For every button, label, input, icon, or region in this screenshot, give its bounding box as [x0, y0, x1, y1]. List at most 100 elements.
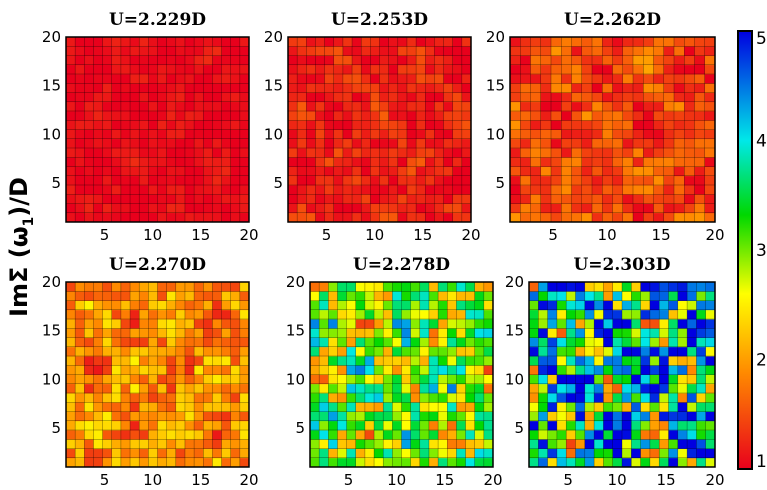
- heatmap-cell: [288, 194, 298, 204]
- heatmap-cell: [602, 194, 613, 204]
- heatmap-cell: [288, 92, 298, 103]
- heatmap-cell: [456, 439, 466, 449]
- heatmap-cell: [612, 365, 623, 375]
- heatmap-cell: [194, 383, 204, 394]
- heatmap-cell: [705, 393, 716, 403]
- heatmap-cell: [102, 420, 113, 431]
- heatmap-cell: [668, 402, 679, 412]
- heatmap-cell: [175, 166, 186, 177]
- heatmap-cell: [428, 457, 439, 468]
- heatmap-cell: [212, 356, 222, 366]
- heatmap-cell: [704, 203, 716, 214]
- heatmap-cell: [461, 37, 472, 47]
- heatmap-cell: [352, 203, 362, 214]
- heatmap-cell: [622, 457, 632, 468]
- heatmap-cell: [425, 194, 435, 204]
- heatmap-cell: [643, 74, 654, 84]
- heatmap-cell: [194, 439, 204, 449]
- heatmap-cell: [612, 92, 624, 103]
- heatmap-cell: [157, 157, 168, 167]
- heatmap-cell: [649, 411, 660, 422]
- heatmap-cell: [203, 402, 213, 412]
- heatmap-cell: [510, 157, 521, 167]
- heatmap-cell: [659, 319, 669, 329]
- heatmap-cell: [705, 374, 716, 385]
- heatmap-cell: [175, 212, 186, 223]
- heatmap-cell: [319, 328, 329, 338]
- heatmap-cell: [84, 411, 94, 422]
- heatmap-cell: [584, 309, 595, 320]
- heatmap-cell: [653, 83, 665, 93]
- heatmap-cell: [474, 457, 485, 468]
- heatmap-cell: [663, 129, 675, 140]
- heatmap-cell: [622, 430, 632, 440]
- heatmap-cell: [203, 346, 213, 357]
- heatmap-cell: [643, 185, 654, 195]
- heatmap-cell: [677, 448, 688, 459]
- heatmap-cell: [184, 328, 195, 338]
- heatmap-cell: [130, 328, 140, 338]
- heatmap-cell: [612, 83, 624, 93]
- heatmap-cell: [602, 166, 613, 177]
- heatmap-cell: [230, 129, 241, 140]
- heatmap-cell: [75, 439, 85, 449]
- heatmap-cell: [561, 111, 572, 121]
- heatmap-cell: [696, 346, 707, 357]
- heatmap-cell: [551, 157, 562, 167]
- heatmap-cell: [447, 430, 457, 440]
- heatmap-cell: [203, 282, 213, 292]
- heatmap-cell: [668, 374, 679, 385]
- heatmap-cell: [388, 148, 399, 158]
- heatmap-cell: [297, 46, 307, 56]
- heatmap-cell: [346, 346, 357, 357]
- heatmap-cell: [120, 138, 131, 149]
- heatmap-cell: [221, 420, 232, 431]
- heatmap-cell: [602, 101, 613, 112]
- heatmap-cell: [561, 64, 572, 75]
- heatmap-cell: [139, 337, 149, 348]
- heatmap-cell: [465, 365, 476, 375]
- y-tick-label: 5: [273, 174, 283, 192]
- heatmap-cell: [324, 46, 335, 56]
- heatmap-cell: [529, 420, 539, 431]
- heatmap-cell: [75, 300, 85, 311]
- y-tick-label: 20: [486, 28, 505, 46]
- heatmap-cell: [84, 37, 94, 47]
- heatmap-cell: [337, 448, 347, 459]
- heatmap-cell: [566, 374, 576, 385]
- heatmap-cell: [461, 138, 472, 149]
- heatmap-cell: [443, 64, 454, 75]
- heatmap-cell: [622, 328, 632, 338]
- heatmap-cell: [130, 101, 140, 112]
- heatmap-cell: [310, 365, 320, 375]
- heatmap-cell: [643, 46, 654, 56]
- heatmap-cell: [594, 374, 604, 385]
- x-tick-label: 20: [705, 471, 724, 489]
- heatmap-cell: [139, 74, 149, 84]
- heatmap-cell: [361, 157, 371, 167]
- heatmap-cell: [130, 346, 140, 357]
- heatmap-cell: [622, 374, 632, 385]
- heatmap-cell: [425, 148, 435, 158]
- heatmap-cell: [566, 291, 576, 301]
- heatmap-cell: [324, 92, 335, 103]
- heatmap-cell: [592, 203, 603, 214]
- heatmap-cell: [212, 212, 222, 223]
- heatmap-cell: [510, 175, 521, 186]
- heatmap-cell: [212, 129, 222, 140]
- heatmap-cell: [84, 212, 94, 223]
- heatmap-cell: [75, 74, 85, 84]
- heatmap-cell: [566, 337, 576, 348]
- heatmap-cell: [203, 166, 213, 177]
- heatmap-cell: [315, 120, 325, 130]
- heatmap-cell: [130, 138, 140, 149]
- heatmap-cell: [383, 328, 393, 338]
- heatmap-cell: [230, 393, 241, 403]
- heatmap-cell: [93, 319, 103, 329]
- heatmap-cell: [694, 203, 706, 214]
- heatmap-cell: [540, 74, 552, 84]
- heatmap-cell: [84, 309, 94, 320]
- heatmap-cell: [212, 203, 222, 214]
- heatmap-cell: [221, 101, 232, 112]
- heatmap-cell: [416, 83, 426, 93]
